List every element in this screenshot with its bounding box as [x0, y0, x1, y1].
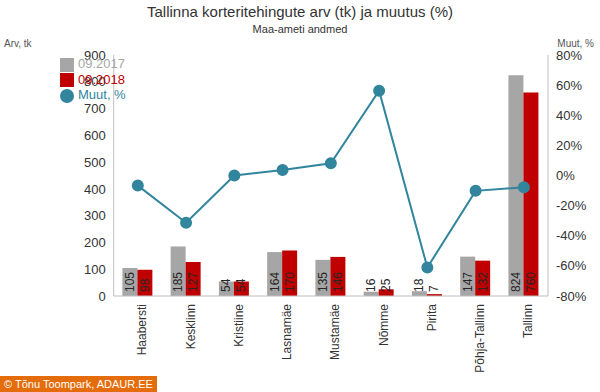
svg-text:54: 54: [234, 278, 248, 292]
svg-text:Haabersti: Haabersti: [135, 304, 149, 355]
svg-text:18: 18: [412, 278, 426, 292]
svg-text:164: 164: [268, 272, 282, 292]
svg-text:800: 800: [84, 74, 106, 89]
svg-text:400: 400: [84, 182, 106, 197]
svg-text:0%: 0%: [556, 168, 575, 183]
svg-text:-60%: -60%: [556, 258, 587, 273]
svg-text:147: 147: [461, 272, 475, 292]
svg-text:98: 98: [138, 278, 152, 292]
svg-text:170: 170: [283, 272, 297, 292]
svg-text:146: 146: [331, 272, 345, 292]
svg-text:40%: 40%: [556, 108, 582, 123]
svg-text:600: 600: [84, 128, 106, 143]
svg-text:25: 25: [379, 278, 393, 292]
svg-text:300: 300: [84, 208, 106, 223]
svg-text:-20%: -20%: [556, 198, 587, 213]
svg-text:135: 135: [316, 272, 330, 292]
svg-text:200: 200: [84, 235, 106, 250]
svg-text:824: 824: [509, 272, 523, 292]
svg-text:80%: 80%: [556, 48, 582, 63]
svg-text:-80%: -80%: [556, 289, 587, 304]
svg-text:60%: 60%: [556, 78, 582, 93]
svg-text:500: 500: [84, 155, 106, 170]
svg-text:7: 7: [427, 285, 441, 292]
svg-text:Mustamäe: Mustamäe: [328, 304, 342, 360]
svg-text:20%: 20%: [556, 138, 582, 153]
svg-text:Kesklinn: Kesklinn: [184, 304, 198, 349]
svg-text:Tallinn: Tallinn: [521, 304, 535, 338]
svg-text:Kristiine: Kristiine: [232, 304, 246, 347]
svg-text:100: 100: [84, 262, 106, 277]
svg-text:900: 900: [84, 48, 106, 63]
svg-text:127: 127: [186, 272, 200, 292]
svg-text:105: 105: [123, 272, 137, 292]
svg-text:16: 16: [364, 278, 378, 292]
svg-text:132: 132: [476, 272, 490, 292]
svg-text:760: 760: [524, 272, 538, 292]
svg-text:-40%: -40%: [556, 228, 587, 243]
svg-text:Pirita: Pirita: [425, 304, 439, 332]
svg-text:54: 54: [219, 278, 233, 292]
svg-text:0: 0: [98, 289, 105, 304]
svg-text:Nõmme: Nõmme: [377, 304, 391, 346]
svg-text:700: 700: [84, 101, 106, 116]
svg-text:185: 185: [171, 272, 185, 292]
svg-text:Põhja-Tallinn: Põhja-Tallinn: [473, 304, 487, 373]
svg-text:Lasnamäe: Lasnamäe: [280, 304, 294, 360]
